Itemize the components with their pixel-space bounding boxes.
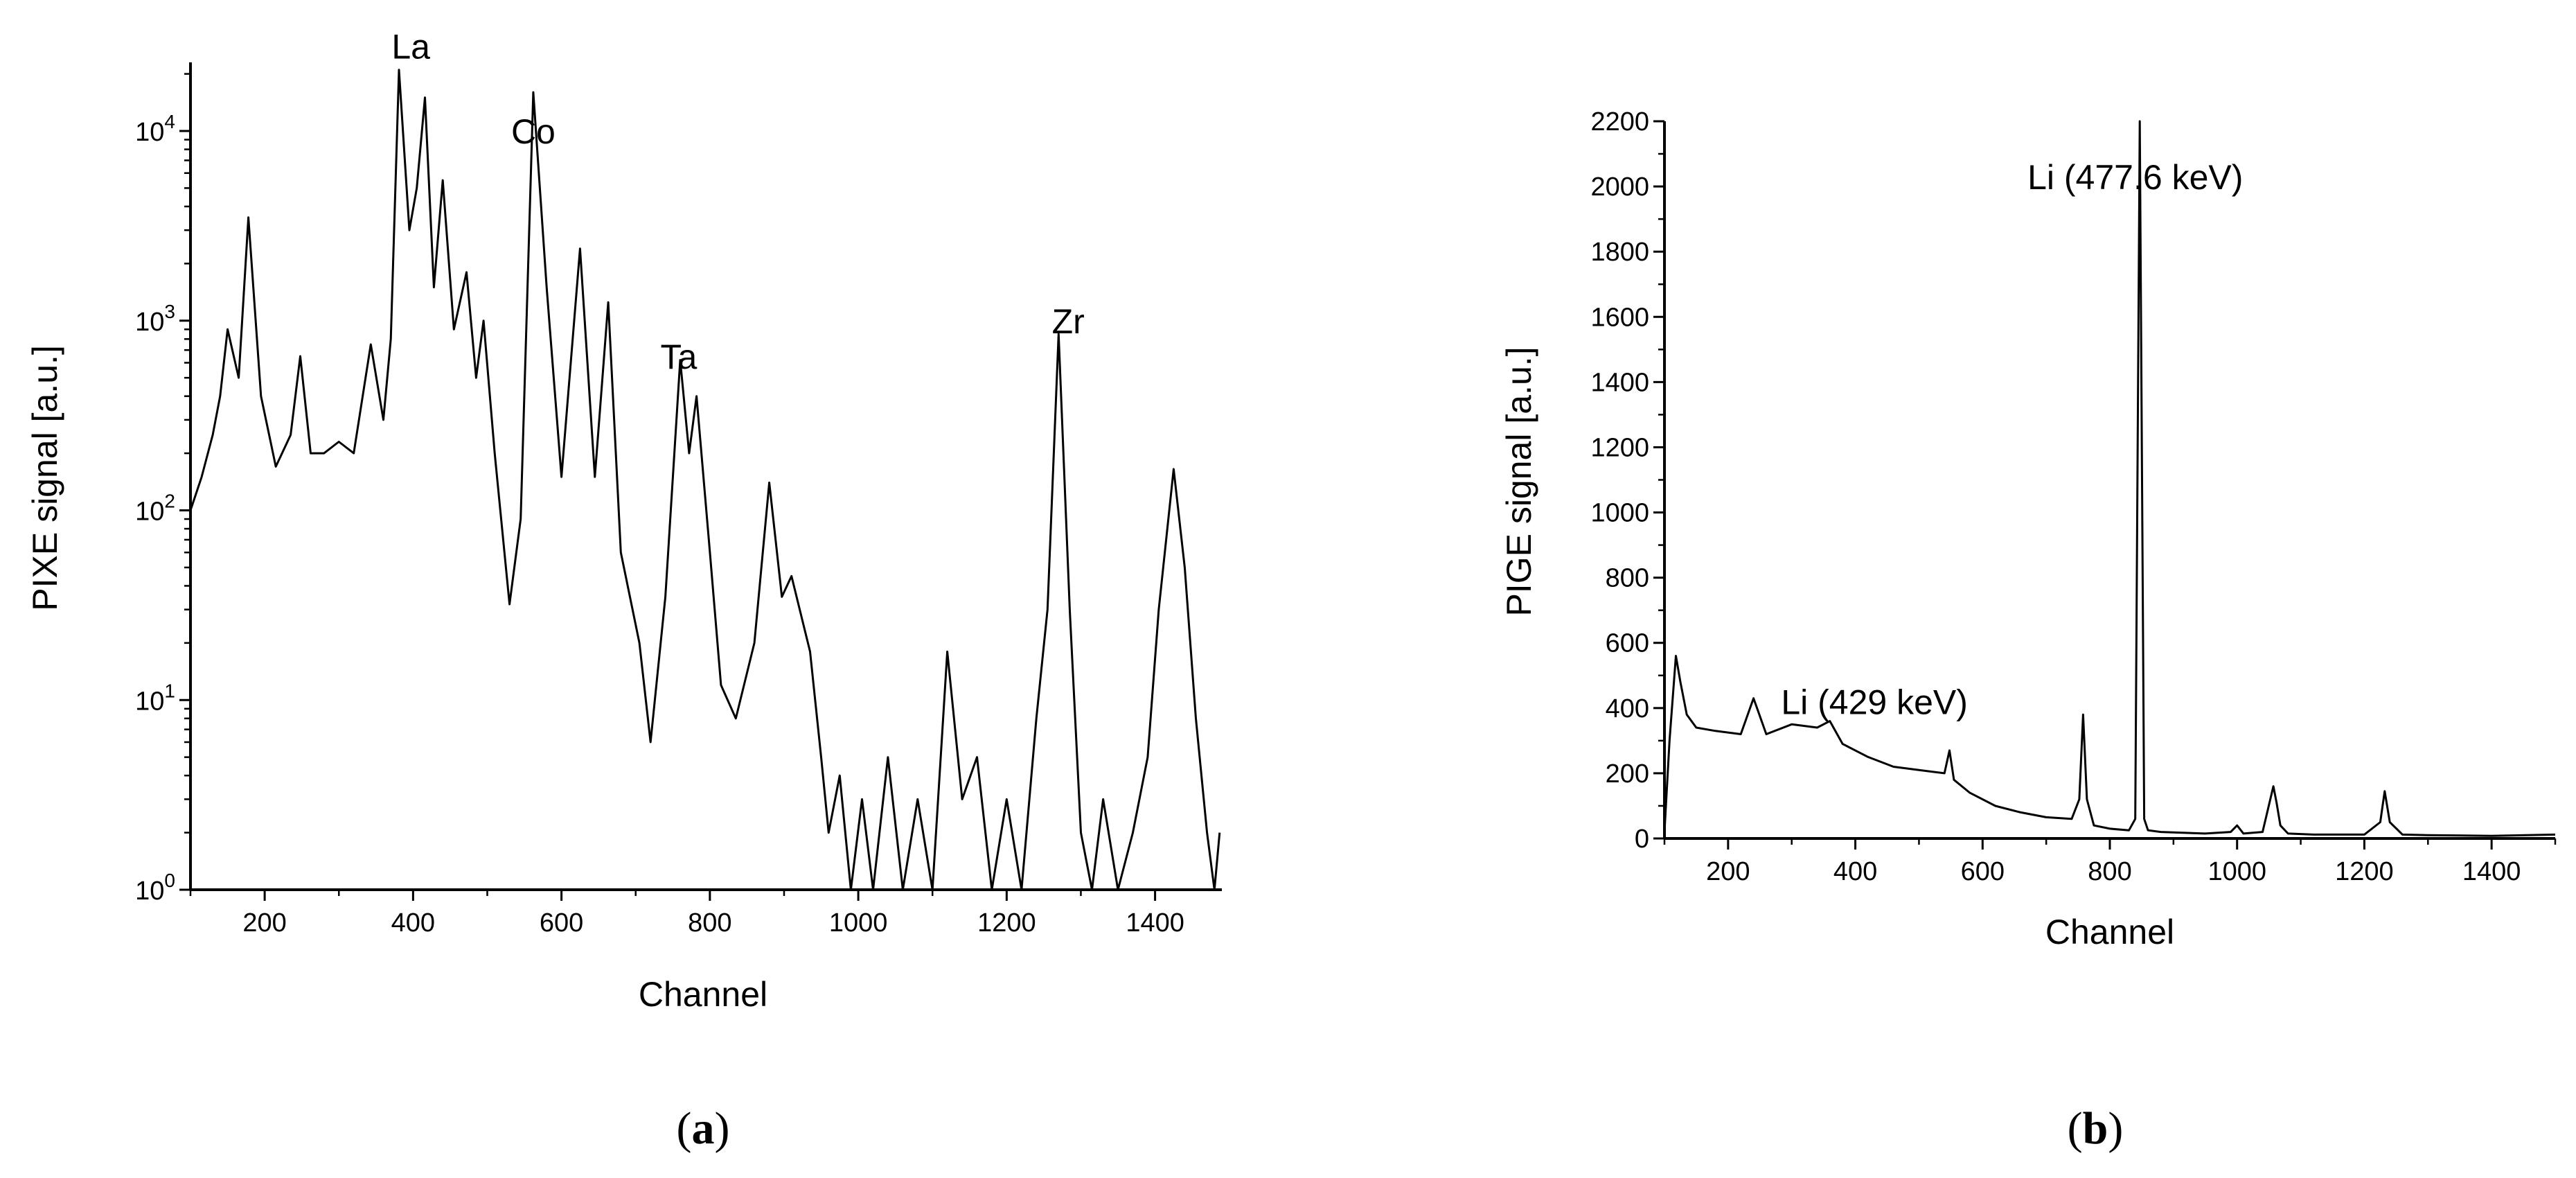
- pixe-chart: 200 400 600 800 1000 1200 1400 100 101 102 103 104…: [26, 28, 1222, 1154]
- peak-annotation: Li (429 keV): [1781, 683, 1968, 721]
- pixe-plot-frame: [189, 62, 1222, 891]
- y-tick-label: 102: [135, 491, 175, 527]
- spectrum-line: [189, 69, 1221, 891]
- y-tick-label: 104: [135, 111, 175, 147]
- pixe-y-ticks: 100 101 102 103 104: [135, 73, 190, 906]
- x-tick-label: 400: [1833, 857, 1877, 886]
- y-tick-label: 600: [1606, 629, 1649, 658]
- y-tick-label: 1000: [1590, 499, 1649, 528]
- x-tick-label: 200: [242, 908, 286, 938]
- x-tick-label: 1400: [2462, 857, 2521, 886]
- x-tick-label: 800: [688, 908, 731, 938]
- x-tick-label: 1200: [977, 908, 1036, 938]
- x-tick-label: 600: [1961, 857, 2005, 886]
- y-tick-label: 400: [1606, 694, 1649, 723]
- pixe-annotations: La Co Ta Zr: [391, 28, 1085, 376]
- pixe-series: [189, 69, 1221, 891]
- x-tick-label: 1200: [2335, 857, 2394, 886]
- y-tick-label: 100: [135, 870, 175, 906]
- x-tick-label: 1400: [1126, 908, 1184, 938]
- pixe-x-ticks: 200 400 600 800 1000 1200 1400: [189, 890, 1184, 938]
- peak-annotation: Ta: [660, 337, 697, 376]
- pixe-x-axis-title: Channel: [639, 975, 767, 1014]
- pige-y-axis-title: PIGE signal [a.u.]: [1500, 346, 1538, 616]
- y-tick-label: 1800: [1590, 238, 1649, 267]
- y-tick-label: 103: [135, 301, 175, 337]
- peak-annotation: La: [391, 28, 430, 67]
- x-tick-label: 800: [2088, 857, 2131, 886]
- y-tick-label: 1600: [1590, 303, 1649, 332]
- y-tick-label: 101: [135, 680, 175, 716]
- pige-x-ticks: 200 400 600 800 1000 1200 1400: [1663, 838, 2557, 886]
- pige-panel-label: (b): [2068, 1103, 2124, 1154]
- y-tick-label: 0: [1635, 825, 1649, 854]
- spectrum-line: [1663, 120, 2556, 837]
- y-tick-label: 2000: [1590, 173, 1649, 202]
- y-tick-label: 800: [1606, 564, 1649, 593]
- pige-annotations: Li (429 keV) Li (477.6 keV): [1781, 158, 2243, 721]
- pige-x-axis-title: Channel: [2045, 913, 2174, 951]
- x-tick-label: 600: [540, 908, 583, 938]
- x-tick-label: 1000: [2208, 857, 2266, 886]
- peak-annotation: Zr: [1052, 302, 1085, 341]
- pige-series: [1663, 120, 2556, 837]
- peak-annotation: Co: [511, 112, 556, 151]
- y-tick-label: 2200: [1590, 107, 1649, 137]
- pige-chart: 200 400 600 800 1000 1200 1400 0 200 400 600 800 10…: [1500, 107, 2557, 1154]
- y-tick-label: 200: [1606, 759, 1649, 789]
- peak-annotation: Li (477.6 keV): [2027, 158, 2243, 197]
- pige-plot-frame: [1663, 121, 2555, 840]
- y-tick-label: 1200: [1590, 433, 1649, 462]
- pixe-y-axis-title: PIXE signal [a.u.]: [26, 345, 64, 611]
- y-tick-label: 1400: [1590, 368, 1649, 397]
- x-tick-label: 400: [391, 908, 435, 938]
- pixe-panel-label: (a): [677, 1103, 730, 1154]
- x-tick-label: 1000: [829, 908, 888, 938]
- pige-y-ticks: 0 200 400 600 800 1000 1200 1400 1600 1800 2000 220…: [1590, 107, 1664, 854]
- x-tick-label: 200: [1706, 857, 1750, 886]
